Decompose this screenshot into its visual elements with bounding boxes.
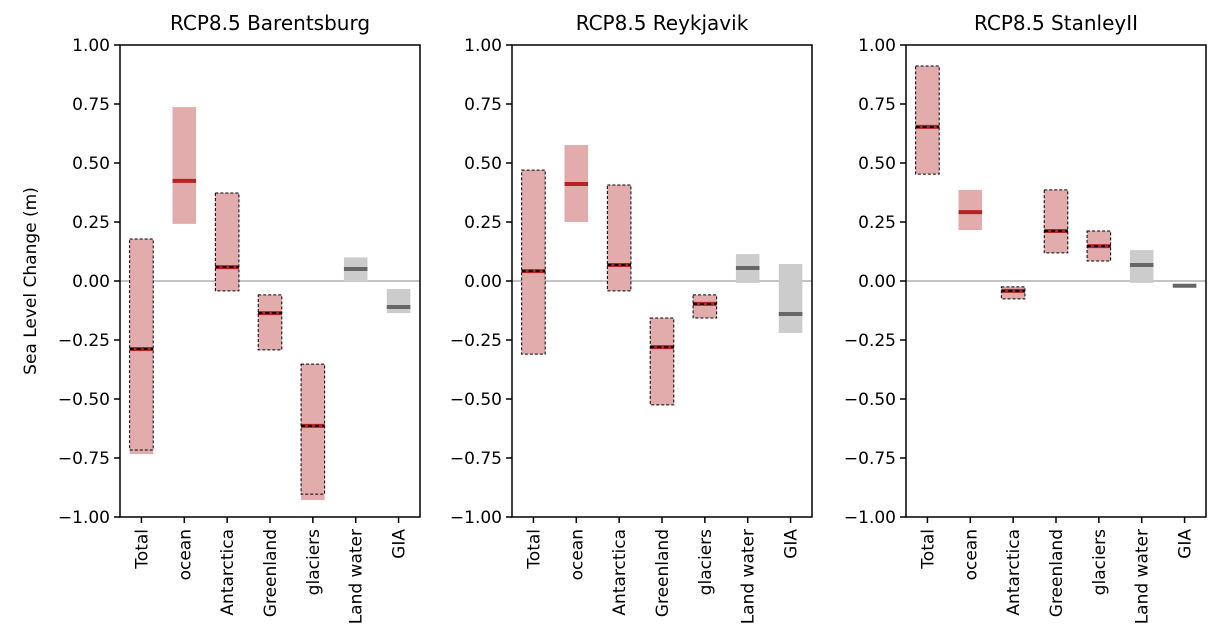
x-tick-label: Greenland (261, 529, 281, 617)
y-tick-label: 0.25 (72, 213, 110, 233)
range-bar (172, 107, 197, 224)
y-tick-label: 1.00 (72, 36, 110, 56)
dashed-box (1000, 286, 1026, 300)
chart-title: RCP8.5 Reykjavik (576, 11, 749, 35)
y-tick-label: −0.75 (844, 449, 896, 469)
x-tick-label: Greenland (653, 529, 673, 617)
plot-frame (511, 44, 813, 518)
y-tick-label: −0.50 (844, 390, 896, 410)
dashed-box (300, 363, 326, 495)
y-tick-label: 1.00 (858, 36, 896, 56)
y-tick-label: 0.00 (464, 272, 502, 292)
dashed-box (692, 294, 718, 319)
x-tick-label: GIA (1176, 529, 1196, 559)
x-tick-label: Land water (739, 529, 759, 624)
x-tick-label: Total (524, 529, 544, 570)
dashed-box (649, 317, 675, 406)
y-tick-label: −1.00 (844, 508, 896, 528)
x-tick-label: glaciers (1090, 529, 1110, 595)
y-tick-label: −0.50 (450, 390, 502, 410)
y-tick-label: 0.00 (858, 272, 896, 292)
x-tick-label: Greenland (1047, 529, 1067, 617)
range-bar (607, 184, 631, 291)
range-bar (650, 318, 674, 405)
dashed-box (521, 169, 546, 355)
chart-title: RCP8.5 Barentsburg (170, 11, 370, 35)
y-tick-label: 1.00 (464, 36, 502, 56)
x-tick-label: Land water (347, 529, 367, 624)
y-tick-label: 0.75 (858, 95, 896, 115)
x-tick-label: GIA (390, 529, 410, 559)
dashed-box (214, 192, 240, 292)
range-bar (215, 192, 239, 291)
dashed-box (129, 238, 154, 451)
range-bar (915, 66, 940, 175)
dashed-box (915, 65, 940, 175)
range-bar (778, 264, 803, 333)
y-tick-label: 0.75 (72, 95, 110, 115)
plot-frame (119, 44, 421, 518)
x-tick-label: Antarctica (218, 529, 238, 616)
y-tick-label: −0.50 (58, 390, 110, 410)
x-tick-label: glaciers (304, 529, 324, 595)
y-tick-label: −1.00 (450, 508, 502, 528)
range-bar (693, 294, 717, 319)
y-tick-label: 0.50 (858, 154, 896, 174)
chart-title: RCP8.5 StanleyII (974, 11, 1138, 35)
x-tick-label: ocean (175, 529, 195, 580)
range-bar (521, 170, 546, 355)
y-tick-label: −0.25 (450, 331, 502, 351)
plot-frame (905, 44, 1207, 518)
x-tick-label: Total (132, 529, 152, 570)
y-tick-label: −1.00 (58, 508, 110, 528)
y-tick-label: −0.25 (844, 331, 896, 351)
dashed-box (1043, 189, 1069, 254)
x-tick-label: Antarctica (1004, 529, 1024, 616)
range-bar (386, 289, 411, 314)
x-tick-label: ocean (567, 529, 587, 580)
range-bar (958, 189, 983, 231)
y-tick-label: −0.25 (58, 331, 110, 351)
y-tick-label: 0.50 (72, 154, 110, 174)
y-tick-label: −0.75 (58, 449, 110, 469)
range-bar (301, 364, 325, 501)
range-bar (1044, 189, 1068, 253)
x-tick-label: ocean (961, 529, 981, 580)
x-tick-label: glaciers (696, 529, 716, 595)
dashed-box (257, 294, 283, 351)
y-tick-label: 0.50 (464, 154, 502, 174)
x-tick-label: GIA (782, 529, 802, 559)
x-tick-label: Antarctica (610, 529, 630, 616)
x-tick-label: Land water (1133, 529, 1153, 624)
range-bar (129, 238, 154, 454)
range-bar (1001, 286, 1025, 299)
y-tick-label: 0.25 (464, 213, 502, 233)
y-axis-label: Sea Level Change (m) (21, 187, 41, 375)
y-tick-label: 0.25 (858, 213, 896, 233)
y-tick-label: 0.00 (72, 272, 110, 292)
range-bar (258, 294, 282, 350)
dashed-box (606, 184, 632, 292)
x-tick-label: Total (918, 529, 938, 570)
y-tick-label: 0.75 (464, 95, 502, 115)
y-tick-label: −0.75 (450, 449, 502, 469)
